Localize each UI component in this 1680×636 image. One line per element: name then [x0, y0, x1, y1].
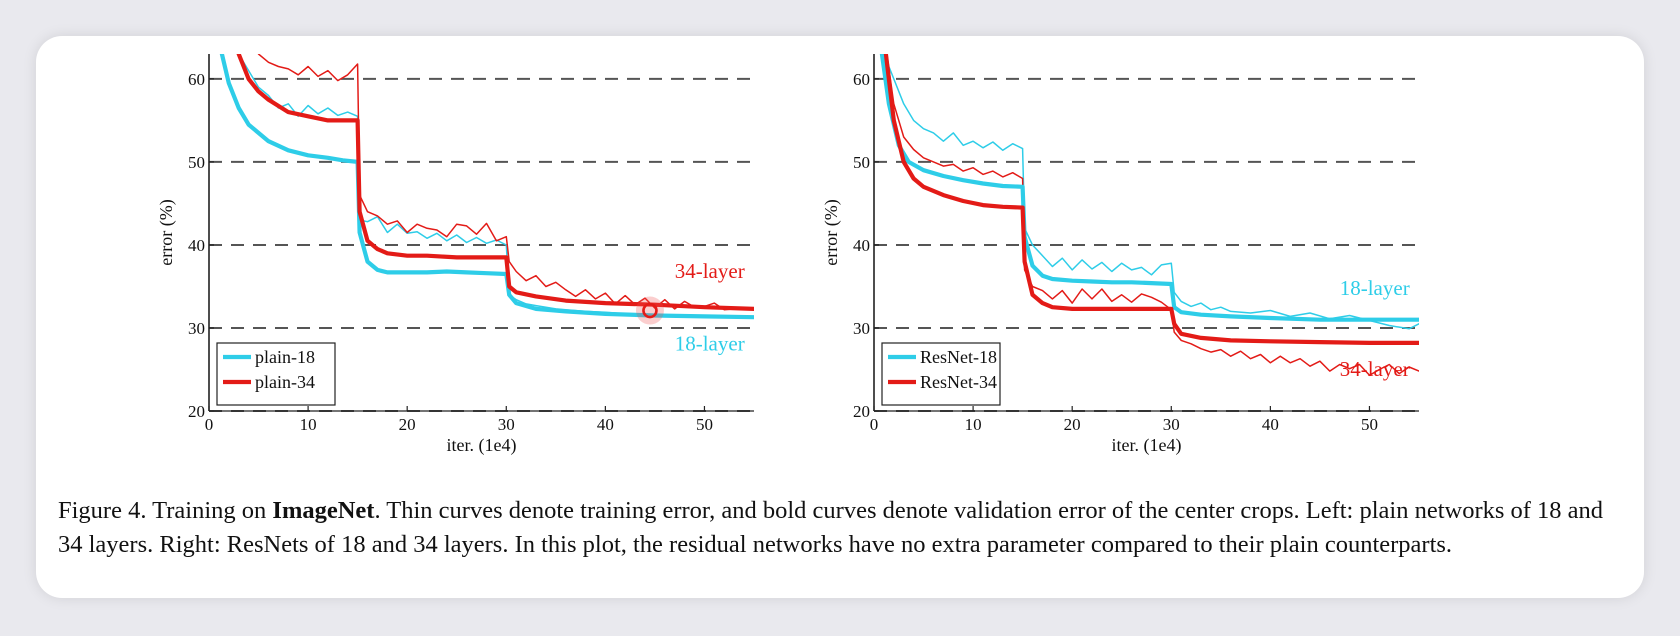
left-xtick-label-20: 20	[399, 415, 416, 434]
right-series-resnet-18	[879, 54, 1419, 322]
caption-bold: ImageNet	[272, 497, 375, 524]
left-series-plain-34-train	[257, 54, 754, 311]
left-xtick-label-50: 50	[696, 415, 713, 434]
figure-card: 20 30 40 50 60 0 10 20 30 40 50 iter. (1e4) error (%…	[36, 36, 1644, 598]
left-legend-label-1: plain-34	[255, 372, 315, 392]
left-y-axis-label: error (%)	[156, 199, 177, 265]
right-xtick-label-20: 20	[1064, 415, 1081, 434]
caption-text: . Thin curves denote training error, and…	[58, 497, 1604, 558]
chart-resnets: 20 30 40 50 60 0 10 20 30 40 50 iter. (1e4) error (%…	[821, 54, 1419, 456]
right-legend-box	[881, 342, 1001, 406]
right-xtick-label-30: 30	[1163, 415, 1180, 434]
right-series-resnet-34-train	[886, 54, 1419, 377]
left-xtick-label-10: 10	[300, 415, 317, 434]
right-ytick-label-40: 40	[853, 236, 870, 255]
left-ytick-label-20: 20	[188, 402, 205, 421]
left-xtick-label-0: 0	[205, 415, 214, 434]
right-y-axis-label: error (%)	[821, 199, 842, 265]
right-series-resnet-18-train	[883, 54, 1419, 330]
right-annotation-red: 34-layer	[1340, 357, 1410, 381]
right-legend-label-0: ResNet-18	[920, 347, 997, 367]
left-legend-label-0: plain-18	[255, 347, 315, 367]
right-legend-label-1: ResNet-34	[920, 372, 997, 392]
right-annotation-cyan: 18-layer	[1340, 276, 1410, 300]
right-series-resnet-34	[883, 54, 1419, 345]
caption-prefix: Figure 4. Training on	[58, 497, 273, 524]
left-annotation-cyan: 18-layer	[675, 331, 745, 355]
right-xtick-label-10: 10	[965, 415, 982, 434]
left-annotation-red: 34-layer	[675, 259, 745, 283]
left-ytick-label-40: 40	[188, 236, 205, 255]
chart-plain-networks: 20 30 40 50 60 0 10 20 30 40 50 iter. (1e4) error (%…	[156, 54, 754, 456]
right-ytick-label-50: 50	[853, 153, 870, 172]
left-x-axis-label: iter. (1e4)	[447, 435, 517, 456]
right-ytick-label-20: 20	[853, 402, 870, 421]
right-xtick-label-40: 40	[1262, 415, 1279, 434]
right-ytick-label-30: 30	[853, 319, 870, 338]
left-series-plain-18	[219, 54, 754, 320]
left-highlight-marker	[642, 302, 658, 319]
left-xtick-label-40: 40	[597, 415, 614, 434]
left-ytick-label-30: 30	[188, 319, 205, 338]
left-series-group	[219, 54, 754, 320]
left-highlight-glow	[635, 296, 664, 325]
right-xtick-label-50: 50	[1361, 415, 1378, 434]
right-xtick-label-0: 0	[870, 415, 879, 434]
left-series-plain-34	[236, 54, 754, 311]
right-x-axis-label: iter. (1e4)	[1112, 435, 1182, 456]
left-ytick-label-60: 60	[188, 70, 205, 89]
left-xtick-label-30: 30	[498, 415, 515, 434]
figure-caption: Figure 4. Training on ImageNet. Thin cur…	[58, 494, 1630, 562]
right-ytick-label-60: 60	[853, 70, 870, 89]
right-series-group	[879, 54, 1419, 377]
left-ytick-label-50: 50	[188, 153, 205, 172]
left-legend-box	[216, 342, 336, 406]
